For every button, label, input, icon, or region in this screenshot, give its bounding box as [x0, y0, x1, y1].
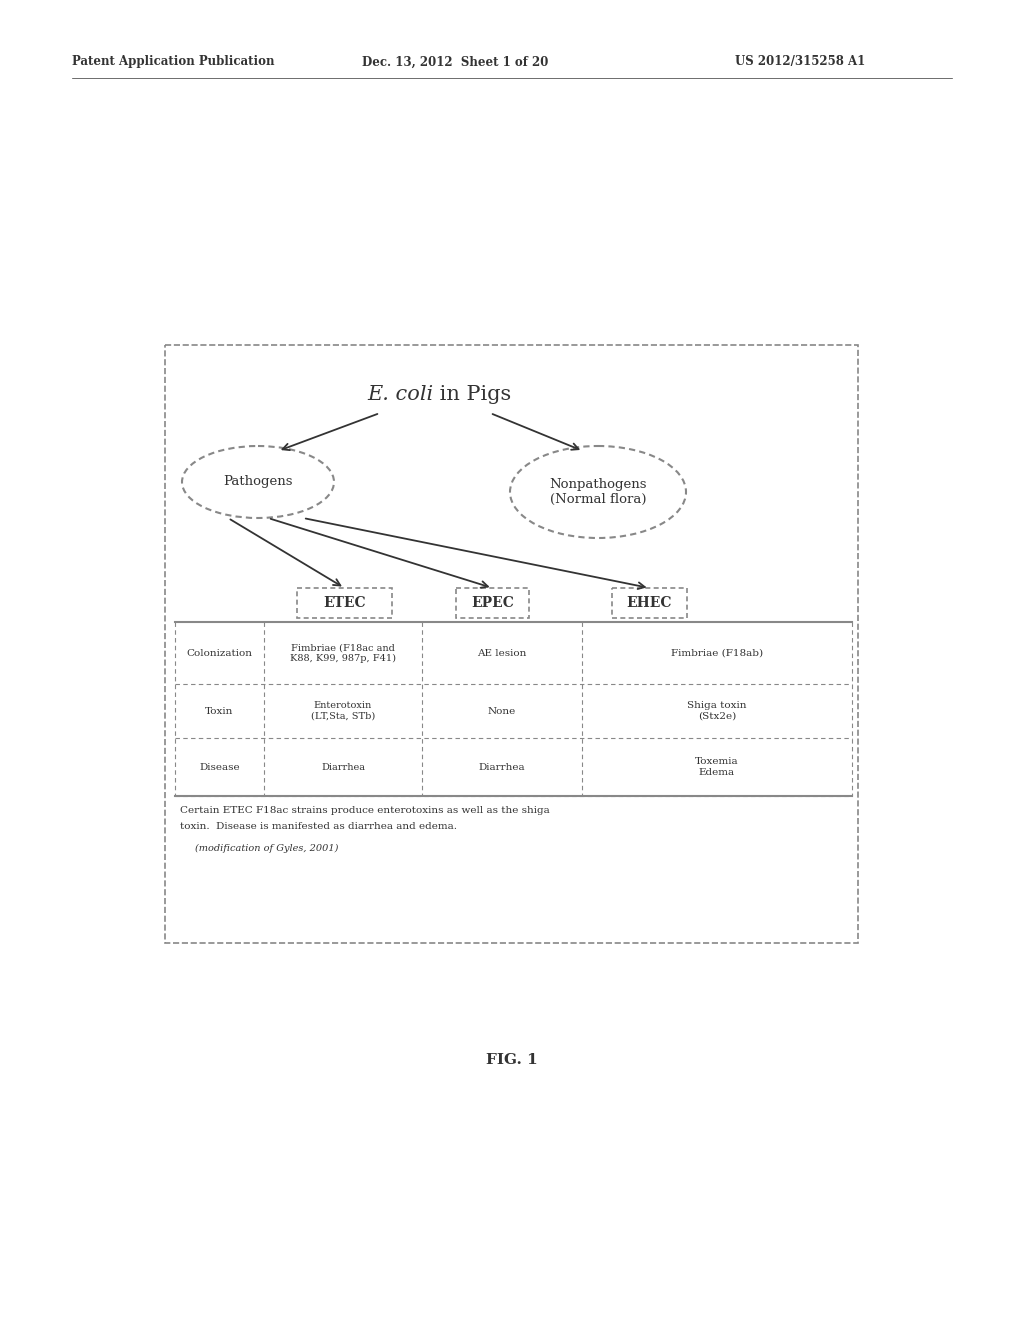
- Ellipse shape: [182, 446, 334, 517]
- Text: Enterotoxin
(LT,Sta, STb): Enterotoxin (LT,Sta, STb): [311, 701, 375, 721]
- Text: Patent Application Publication: Patent Application Publication: [72, 55, 274, 69]
- Text: Diarrhea: Diarrhea: [478, 763, 525, 771]
- Text: Certain ETEC F18ac strains produce enterotoxins as well as the shiga: Certain ETEC F18ac strains produce enter…: [180, 807, 550, 814]
- Text: Shiga toxin
(Stx2e): Shiga toxin (Stx2e): [687, 701, 746, 721]
- Ellipse shape: [510, 446, 686, 539]
- Text: Fimbriae (F18ac and
K88, K99, 987p, F41): Fimbriae (F18ac and K88, K99, 987p, F41): [290, 643, 396, 663]
- Text: Colonization: Colonization: [186, 648, 253, 657]
- Text: FIG. 1: FIG. 1: [486, 1053, 538, 1067]
- Text: Disease: Disease: [200, 763, 240, 771]
- Text: EPEC: EPEC: [471, 597, 514, 610]
- Bar: [297, 587, 392, 618]
- Text: E. coli: E. coli: [367, 385, 433, 404]
- Bar: [165, 345, 858, 942]
- Text: in Pigs: in Pigs: [433, 385, 511, 404]
- Text: Toxemia
Edema: Toxemia Edema: [695, 758, 738, 776]
- Text: (modification of Gyles, 2001): (modification of Gyles, 2001): [195, 843, 338, 853]
- Text: AE lesion: AE lesion: [477, 648, 526, 657]
- Bar: [612, 587, 687, 618]
- Text: None: None: [487, 706, 516, 715]
- Text: US 2012/315258 A1: US 2012/315258 A1: [735, 55, 865, 69]
- Bar: [456, 587, 529, 618]
- Text: ETEC: ETEC: [324, 597, 366, 610]
- Text: EHEC: EHEC: [627, 597, 672, 610]
- Text: Diarrhea: Diarrhea: [321, 763, 365, 771]
- Text: Nonpathogens
(Normal flora): Nonpathogens (Normal flora): [549, 478, 647, 506]
- Text: Pathogens: Pathogens: [223, 475, 293, 488]
- Text: Toxin: Toxin: [206, 706, 233, 715]
- Text: Dec. 13, 2012  Sheet 1 of 20: Dec. 13, 2012 Sheet 1 of 20: [362, 55, 549, 69]
- Text: toxin.  Disease is manifested as diarrhea and edema.: toxin. Disease is manifested as diarrhea…: [180, 822, 457, 832]
- Text: Fimbriae (F18ab): Fimbriae (F18ab): [671, 648, 763, 657]
